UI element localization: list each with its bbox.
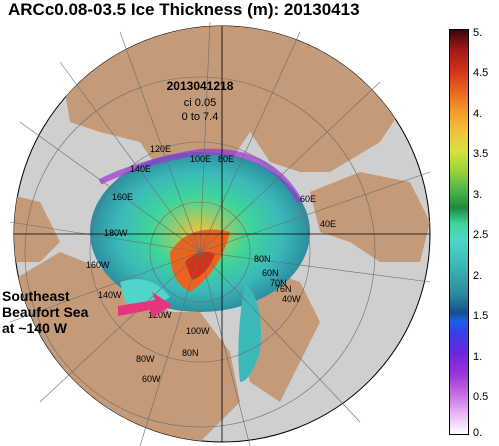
lat-label: 80N: [182, 348, 199, 358]
colorbar-tick: 2.5: [473, 229, 489, 241]
lat-label: 76N: [275, 284, 292, 294]
land-asia: [60, 26, 400, 182]
map-range-label: 0 to 7.4: [182, 111, 219, 123]
lon-label: 120W: [148, 310, 172, 320]
lon-label: 100W: [186, 326, 210, 336]
lon-label: 40W: [282, 294, 301, 304]
lon-label: 120E: [150, 144, 171, 154]
lat-label: 70N: [270, 278, 287, 288]
polar-ice-map: 2013041218 ci 0.05 0 to 7.4 120E 100E 80…: [9, 22, 431, 446]
arrow-shape: [118, 292, 172, 318]
lon-label: 140W: [98, 290, 122, 300]
lon-label: 40E: [320, 219, 336, 229]
annotation-line-2: Beaufort Sea: [2, 304, 89, 320]
annotation-line-3: at ~140 W: [2, 320, 67, 336]
lat-label: 60W: [142, 374, 161, 384]
map-date-label: 2013041218: [167, 79, 234, 93]
graticule: [9, 22, 431, 446]
lon-label: 180W: [104, 228, 128, 238]
lat-label: 60N: [262, 268, 279, 278]
colorbar-tick: 0.: [473, 427, 483, 439]
lon-label: 160E: [112, 192, 133, 202]
colorbar-tick: 1.: [473, 351, 483, 363]
annotation-line-1: Southeast: [2, 288, 70, 304]
colorbar-tick: 3.: [473, 189, 483, 201]
colorbar: [449, 29, 469, 435]
colorbar-tick: 4.: [473, 108, 483, 120]
greenland-sea-ice: [238, 282, 261, 382]
colorbar-tick: 5.: [473, 27, 483, 39]
colorbar-tick: 2.: [473, 270, 483, 282]
lon-label: 140E: [130, 164, 151, 174]
lon-label: 80E: [218, 154, 234, 164]
colorbar-tick: 0.5: [473, 391, 489, 403]
land-europe: [310, 172, 430, 262]
lon-label: 100E: [190, 154, 211, 164]
map-ci-label: ci 0.05: [184, 97, 216, 109]
lat-label: 80N: [254, 254, 271, 264]
lat-label: 80W: [136, 354, 155, 364]
lon-label: 160W: [86, 260, 110, 270]
colorbar-tick: 3.5: [473, 148, 489, 160]
colorbar-tick: 1.5: [473, 310, 489, 322]
colorbar-tick: 4.5: [473, 67, 489, 79]
lon-label: 60E: [300, 194, 316, 204]
map-title: ARCc0.08-03.5 Ice Thickness (m): 2013041…: [8, 0, 360, 19]
